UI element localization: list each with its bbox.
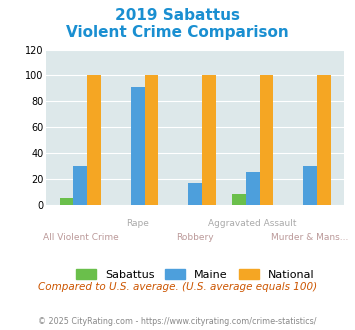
Bar — [87, 75, 101, 205]
Bar — [232, 194, 246, 205]
Text: 2019 Sabattus: 2019 Sabattus — [115, 8, 240, 23]
Bar — [260, 75, 273, 205]
Text: Robbery: Robbery — [176, 233, 214, 242]
Bar — [60, 198, 73, 205]
Text: Compared to U.S. average. (U.S. average equals 100): Compared to U.S. average. (U.S. average … — [38, 282, 317, 292]
Text: Rape: Rape — [126, 219, 149, 228]
Bar — [73, 166, 87, 205]
Text: All Violent Crime: All Violent Crime — [43, 233, 118, 242]
Bar — [131, 87, 145, 205]
Bar — [189, 182, 202, 205]
Bar — [303, 166, 317, 205]
Text: Aggravated Assault: Aggravated Assault — [208, 219, 297, 228]
Bar — [145, 75, 158, 205]
Bar — [202, 75, 216, 205]
Bar — [246, 172, 260, 205]
Text: Murder & Mans...: Murder & Mans... — [272, 233, 349, 242]
Legend: Sabattus, Maine, National: Sabattus, Maine, National — [76, 269, 315, 280]
Bar — [317, 75, 331, 205]
Text: © 2025 CityRating.com - https://www.cityrating.com/crime-statistics/: © 2025 CityRating.com - https://www.city… — [38, 317, 317, 326]
Text: Violent Crime Comparison: Violent Crime Comparison — [66, 25, 289, 40]
